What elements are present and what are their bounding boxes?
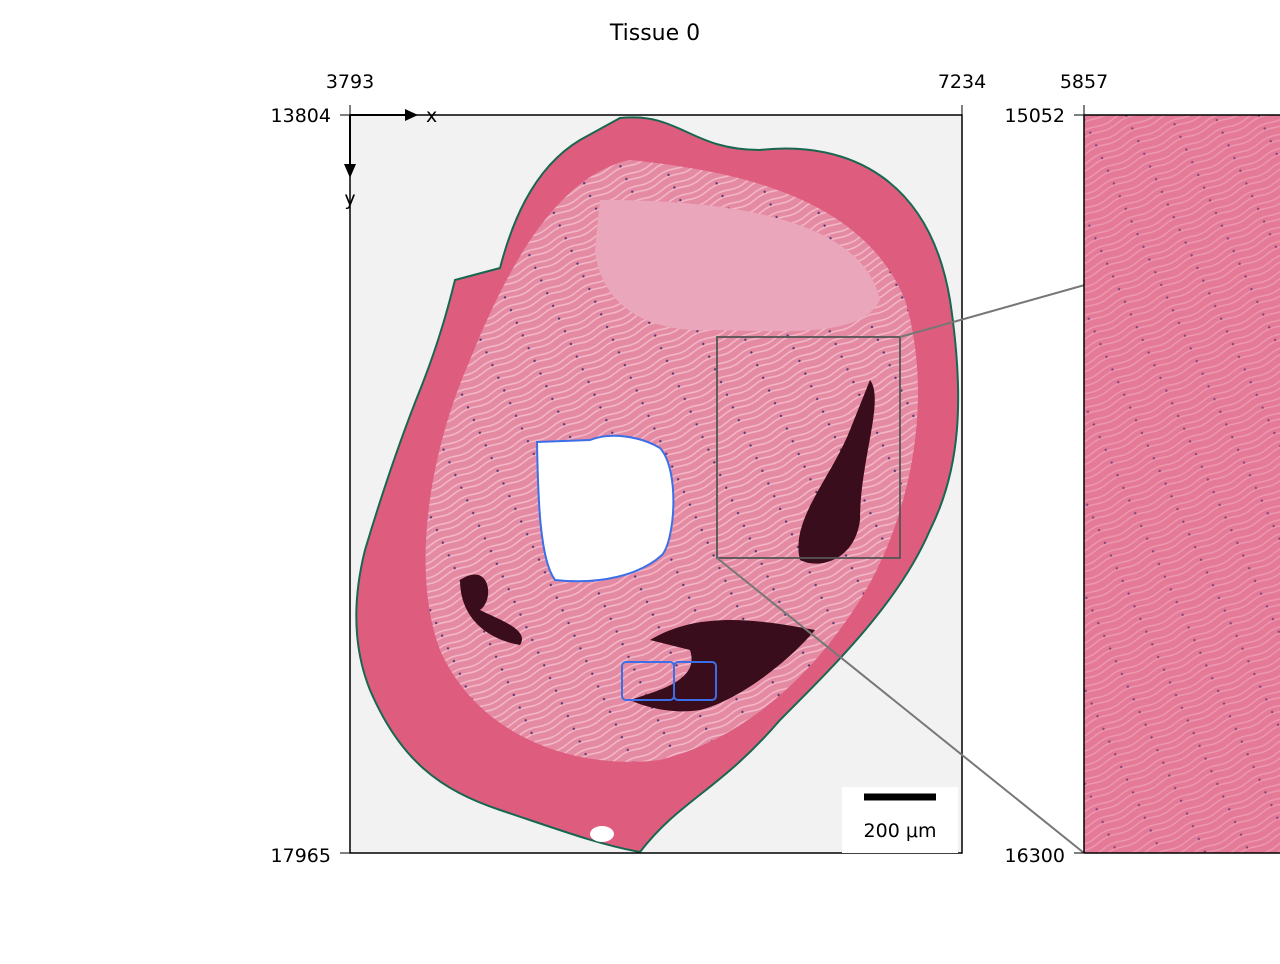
top-tick-label: 3793 <box>326 71 374 93</box>
figure-title: Tissue 0 <box>609 21 700 46</box>
zoomed-image <box>1084 115 1280 853</box>
y-axis-label: y <box>344 188 355 210</box>
lumen <box>535 434 675 583</box>
scale-bar-label: 200 μm <box>864 820 937 842</box>
left-tick-label: 15052 <box>1005 105 1065 127</box>
axes-frame <box>349 114 963 854</box>
calcification <box>630 620 815 712</box>
left-panel: 200 μm x y 3793 7234 13804 17965 <box>271 71 987 867</box>
right-panel: 5857 15052 16300 <box>1005 71 1280 867</box>
calcification <box>798 380 875 564</box>
hole <box>590 826 614 842</box>
annotation <box>673 661 717 701</box>
tissue-intima <box>595 200 880 332</box>
top-tick-label: 5857 <box>1060 71 1108 93</box>
tissue-image <box>355 116 960 853</box>
zoom-box <box>716 336 901 559</box>
calcification <box>460 574 522 645</box>
x-arrowhead <box>405 109 418 121</box>
top-tick-label: 7234 <box>938 71 986 93</box>
left-tick-label: 13804 <box>271 105 331 127</box>
zoomed-image-tint <box>1084 115 1280 853</box>
left-tick-label: 17965 <box>271 845 331 867</box>
zoom-connector <box>716 557 1085 854</box>
left-tick-label: 16300 <box>1005 845 1065 867</box>
x-axis-label: x <box>426 105 437 127</box>
y-arrowhead <box>344 164 356 178</box>
